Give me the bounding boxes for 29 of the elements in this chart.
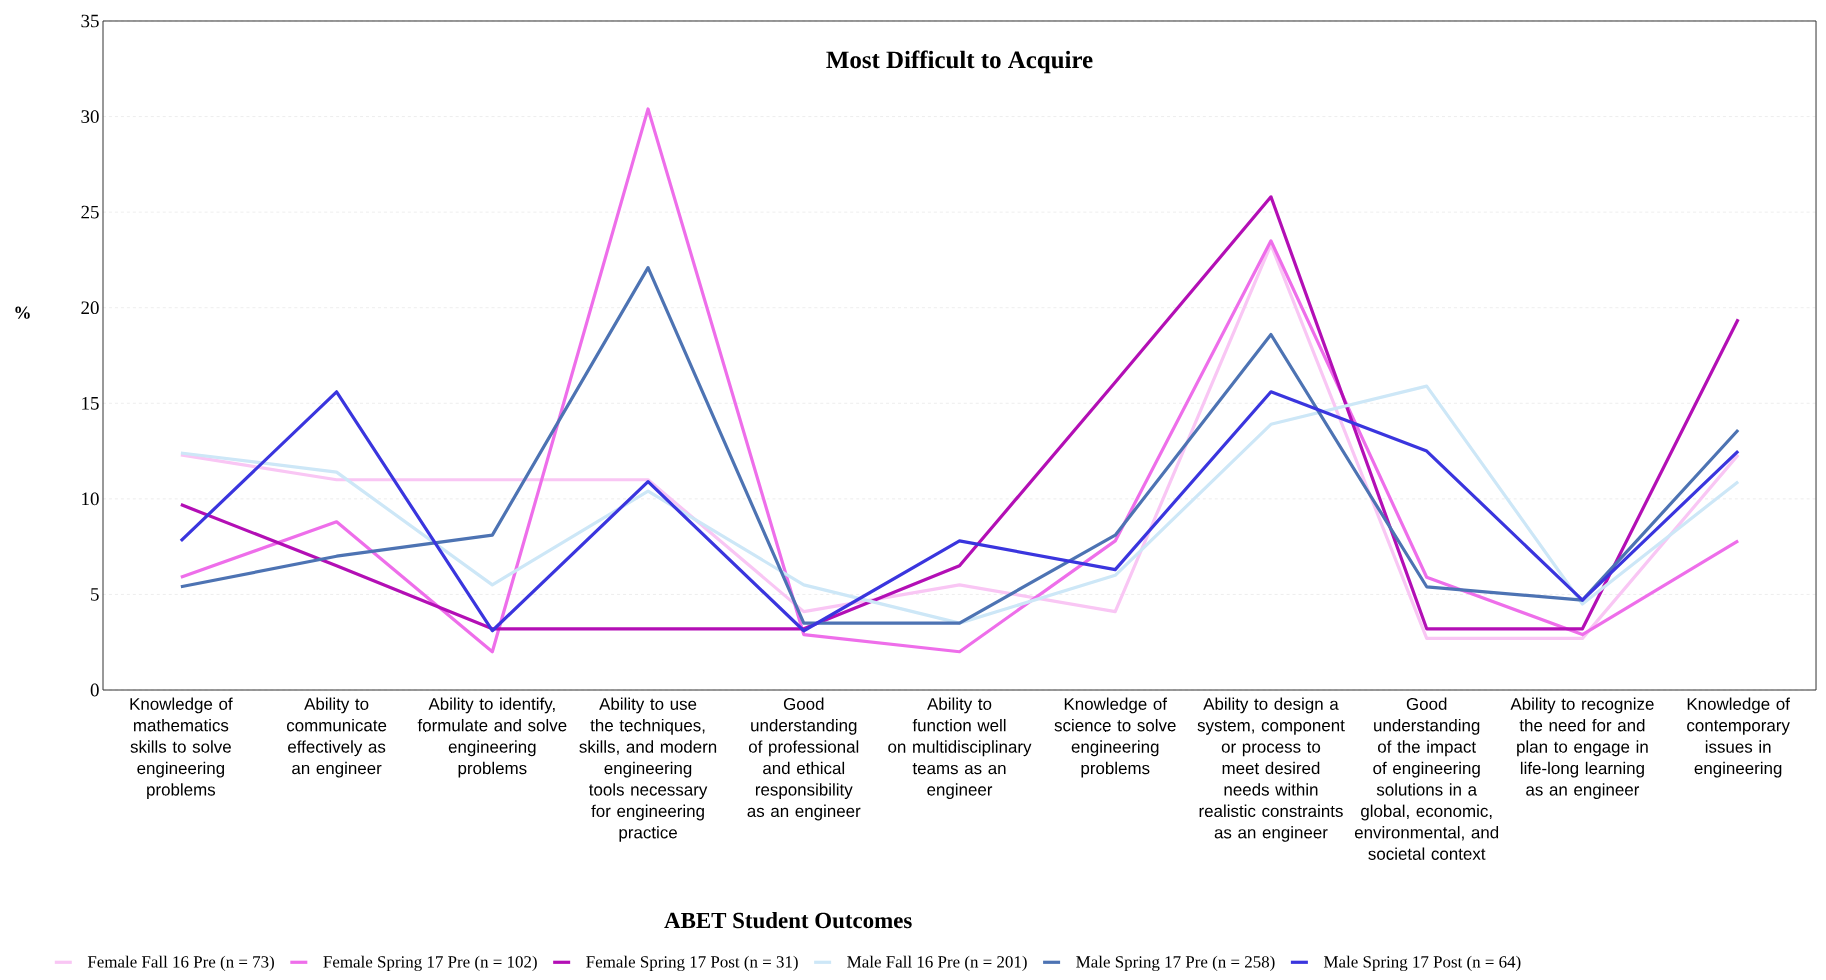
legend-label: Male Spring 17 Pre (n = 258) <box>1076 955 1275 972</box>
x-tick-label: Knowledge of science to solve engineering problems <box>1054 697 1176 778</box>
x-tick-label: Ability to use the techniques, skills, and modern engineering tools necessary for engineering practice <box>579 697 717 842</box>
y-tick-label: 10 <box>82 492 99 506</box>
y-tick-label: 30 <box>81 110 99 123</box>
x-tick-label: Good understanding of professional and ethical responsibility as an engineer <box>747 697 861 821</box>
y-tick-label: 25 <box>81 205 99 219</box>
x-axis-title: ABET Student Outcomes <box>664 912 912 929</box>
x-tick-label: Knowledge of contemporary issues in engineering <box>1687 697 1790 778</box>
y-tick-label: 0 <box>90 683 99 697</box>
legend-label: Male Fall 16 Pre (n = 201) <box>847 955 1027 972</box>
legend-label: Female Fall 16 Pre (n = 73) <box>87 955 274 972</box>
y-tick-label: 5 <box>91 588 99 601</box>
y-tick-label: 15 <box>82 396 99 410</box>
y-axis-title: % <box>15 306 30 319</box>
legend-label: Male Spring 17 Post (n = 64) <box>1323 955 1521 972</box>
x-tick-label: Ability to recognize the need for and plan to engage in life-long learning as an engineer <box>1510 697 1654 799</box>
legend-label: Female Spring 17 Post (n = 31) <box>586 955 798 972</box>
x-tick-label: Ability to communicate effectively as an engineer <box>286 697 387 778</box>
line-series <box>179 107 1740 654</box>
x-tick-label: Ability to identify, formulate and solve engineering problems <box>417 697 567 778</box>
x-tick-label: Knowledge of mathematics skills to solve engineering problems <box>130 697 233 799</box>
legend-label: Female Spring 17 Pre (n = 102) <box>323 955 537 972</box>
x-tick-label: Ability to function well on multidisciplinary teams as an engineer <box>888 697 1032 799</box>
x-tick-label: Good understanding of the impact of engineering solutions in a global, economic, environmental, and societal context <box>1354 697 1499 860</box>
y-tick-label: 35 <box>81 14 99 28</box>
x-tick-label: Ability to design a system, component or process to meet desired needs within realistic constraints as an engineer <box>1197 697 1345 842</box>
y-tick-label: 20 <box>81 301 99 315</box>
text: Most Difficult to Acquire <box>826 50 1093 74</box>
